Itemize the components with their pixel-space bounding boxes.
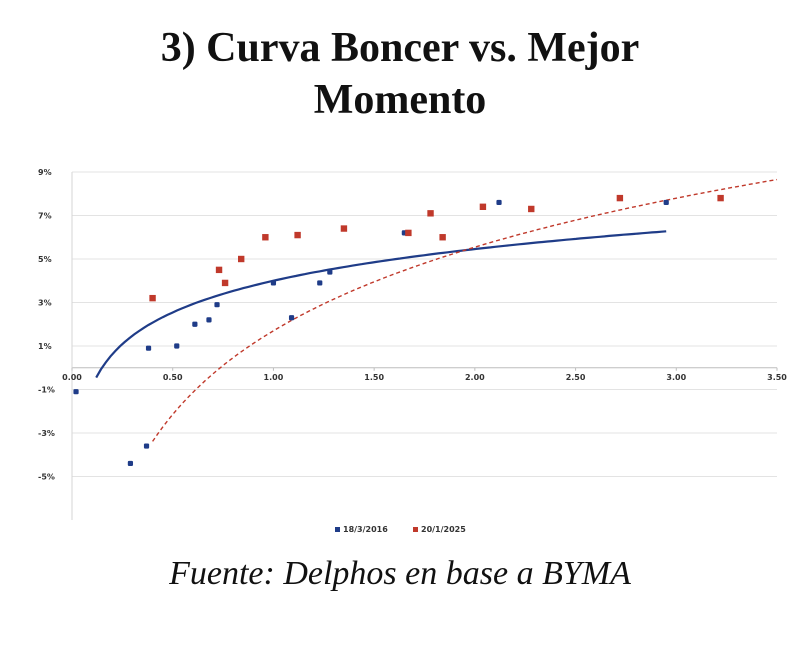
x-tick-label: 3.00 <box>666 373 686 382</box>
y-tick-label: 3% <box>38 299 52 308</box>
legend-label-series-1: 18/3/2016 <box>343 525 388 534</box>
trendline-series-1 <box>95 230 667 379</box>
y-tick-label: 1% <box>38 342 52 351</box>
data-point-series-2 <box>528 205 535 213</box>
data-point-series-1 <box>73 389 79 395</box>
data-point-series-2 <box>215 266 223 274</box>
data-point-series-1 <box>496 199 502 206</box>
data-point-series-2 <box>479 203 487 210</box>
y-tick-label: 9% <box>38 168 52 177</box>
data-point-series-1 <box>270 280 277 286</box>
y-tick-label: -1% <box>38 386 55 395</box>
data-point-series-2 <box>221 279 229 287</box>
data-point-series-2 <box>717 194 724 202</box>
legend-marker-series-1 <box>335 527 340 532</box>
data-point-series-1 <box>663 199 669 206</box>
x-tick-label: 0.50 <box>163 373 183 382</box>
y-tick-label: -5% <box>38 473 55 482</box>
x-tick-label: 2.00 <box>465 373 485 382</box>
y-tick-label: -3% <box>38 429 55 438</box>
data-point-series-1 <box>143 443 150 449</box>
data-point-series-1 <box>206 317 212 323</box>
y-tick-label: 5% <box>38 255 52 264</box>
y-tick-label: 7% <box>38 212 52 221</box>
data-point-series-1 <box>288 315 295 321</box>
chart-title: 3) Curva Boncer vs. Mejor Momento <box>0 22 800 126</box>
data-point-series-2 <box>238 255 245 263</box>
scatter-chart: 9% 7% 5% 3% 1% -1% -3% -5% 0.00 0.50 1.00 1.50 2.00 2… <box>38 168 787 534</box>
data-point-series-1 <box>127 460 134 467</box>
data-point-series-2 <box>427 210 434 217</box>
x-tick-label: 1.50 <box>364 373 384 382</box>
data-point-series-2 <box>340 225 348 232</box>
data-point-series-2 <box>294 231 301 239</box>
data-point-series-1 <box>214 302 220 308</box>
data-point-series-1 <box>327 269 333 275</box>
legend-marker-series-2 <box>413 527 418 532</box>
legend-label-series-2: 20/1/2025 <box>421 525 466 534</box>
x-tick-label: 2.50 <box>566 373 586 382</box>
data-point-series-1 <box>317 280 323 286</box>
data-point-series-2 <box>616 194 624 202</box>
data-point-series-2 <box>405 229 412 237</box>
x-tick-label: 0.00 <box>62 373 82 382</box>
data-point-series-1 <box>192 321 198 327</box>
data-point-series-1 <box>174 343 180 349</box>
x-tick-label: 1.00 <box>264 373 284 382</box>
trendline-series-2 <box>152 178 778 442</box>
chart-title-line-1: 3) Curva Boncer vs. Mejor <box>160 25 640 71</box>
data-point-series-2 <box>149 294 156 302</box>
data-point-series-2 <box>439 234 446 241</box>
x-tick-label: 3.50 <box>767 373 787 382</box>
chart-title-line-2: Momento <box>313 77 487 123</box>
data-point-series-2 <box>262 234 269 241</box>
data-point-series-1 <box>145 345 152 351</box>
source-caption: Fuente: Delphos en base a BYMA <box>169 555 631 592</box>
